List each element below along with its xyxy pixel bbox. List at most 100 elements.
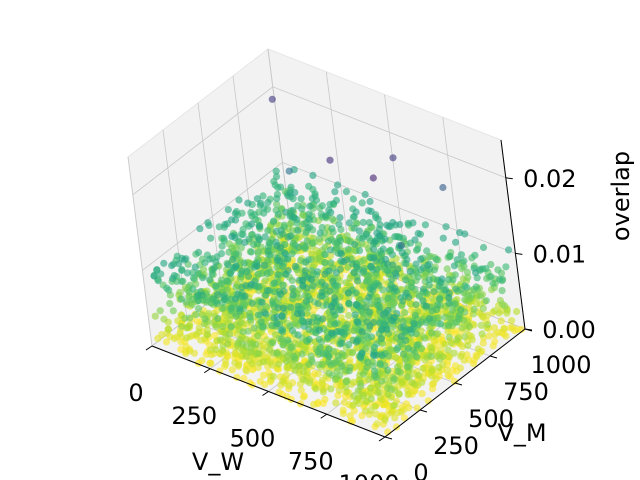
data-point	[157, 270, 165, 278]
data-point	[453, 318, 461, 326]
data-point	[468, 336, 476, 344]
data-point	[302, 258, 310, 266]
data-point	[394, 408, 402, 417]
data-point	[279, 281, 287, 289]
data-point	[261, 277, 269, 285]
data-point	[451, 300, 459, 308]
data-point	[251, 215, 260, 223]
data-point	[249, 366, 257, 374]
data-point	[233, 373, 241, 381]
data-point	[345, 311, 353, 320]
data-point	[328, 215, 337, 223]
data-point	[396, 220, 404, 229]
data-point	[240, 259, 248, 267]
data-point	[277, 183, 285, 191]
data-point	[189, 285, 197, 293]
data-point	[218, 242, 226, 250]
data-point	[201, 315, 209, 323]
y-tick-mark	[454, 382, 463, 386]
data-point	[435, 282, 443, 290]
data-point	[345, 219, 353, 227]
data-point	[285, 382, 293, 390]
data-point	[194, 248, 203, 256]
data-point	[255, 223, 264, 231]
data-point	[264, 198, 272, 207]
data-point	[305, 182, 313, 190]
data-point	[377, 335, 385, 343]
data-point	[324, 237, 333, 245]
data-point	[268, 95, 276, 103]
data-point	[502, 332, 510, 340]
z-tick-label: 0.00	[542, 316, 595, 344]
data-point	[374, 389, 382, 397]
data-point	[477, 321, 485, 329]
data-point	[306, 202, 314, 210]
data-point	[375, 281, 383, 289]
data-point	[177, 295, 185, 303]
data-point	[366, 322, 374, 330]
data-point	[272, 227, 280, 235]
data-point	[315, 254, 323, 262]
data-point	[333, 181, 342, 189]
data-point	[186, 314, 194, 322]
data-point	[335, 306, 344, 314]
data-point	[338, 339, 346, 347]
data-point	[289, 284, 297, 292]
data-point	[171, 335, 179, 343]
data-point	[497, 317, 505, 325]
data-point	[180, 256, 188, 264]
data-point	[366, 197, 374, 206]
data-point	[301, 243, 309, 252]
data-point	[362, 303, 370, 311]
data-point	[206, 276, 214, 284]
data-point	[422, 302, 431, 310]
data-point	[188, 301, 196, 309]
data-point	[299, 210, 307, 218]
data-point	[223, 277, 231, 285]
data-point	[423, 247, 431, 255]
data-point	[404, 345, 412, 353]
data-point	[385, 285, 393, 293]
data-point	[328, 371, 336, 379]
data-point	[206, 255, 214, 263]
data-point	[414, 245, 422, 253]
data-point	[309, 239, 317, 247]
data-point	[174, 317, 182, 325]
x-axis-ticks: 0 250 500 750 1000	[128, 345, 400, 480]
data-point	[206, 346, 215, 354]
data-point	[444, 346, 452, 354]
z-tick-label: 0.01	[533, 240, 586, 268]
data-point	[212, 323, 220, 331]
data-point	[498, 287, 506, 295]
data-point	[308, 250, 316, 258]
data-point	[288, 276, 296, 285]
data-point	[463, 283, 471, 292]
data-point	[235, 196, 243, 204]
data-point	[214, 291, 222, 299]
data-point	[235, 361, 243, 369]
y-tick-mark	[489, 355, 498, 359]
data-point	[391, 284, 399, 292]
data-point	[353, 263, 361, 271]
data-point	[494, 266, 502, 274]
data-point	[479, 243, 488, 252]
data-point	[452, 238, 460, 246]
data-point	[299, 368, 307, 376]
data-point	[207, 359, 215, 367]
data-point	[366, 308, 374, 316]
data-point	[404, 391, 412, 399]
data-point	[461, 230, 469, 238]
data-point	[371, 367, 379, 375]
z-axis-line	[500, 139, 526, 330]
data-point	[354, 387, 362, 395]
data-point	[361, 190, 369, 199]
y-tick-mark	[384, 436, 393, 440]
data-point	[176, 288, 184, 297]
data-point	[332, 399, 340, 407]
data-point	[389, 322, 397, 330]
data-point	[419, 297, 427, 305]
data-point	[224, 206, 232, 214]
data-point	[508, 324, 517, 332]
data-point	[178, 323, 186, 331]
data-point	[331, 294, 339, 302]
